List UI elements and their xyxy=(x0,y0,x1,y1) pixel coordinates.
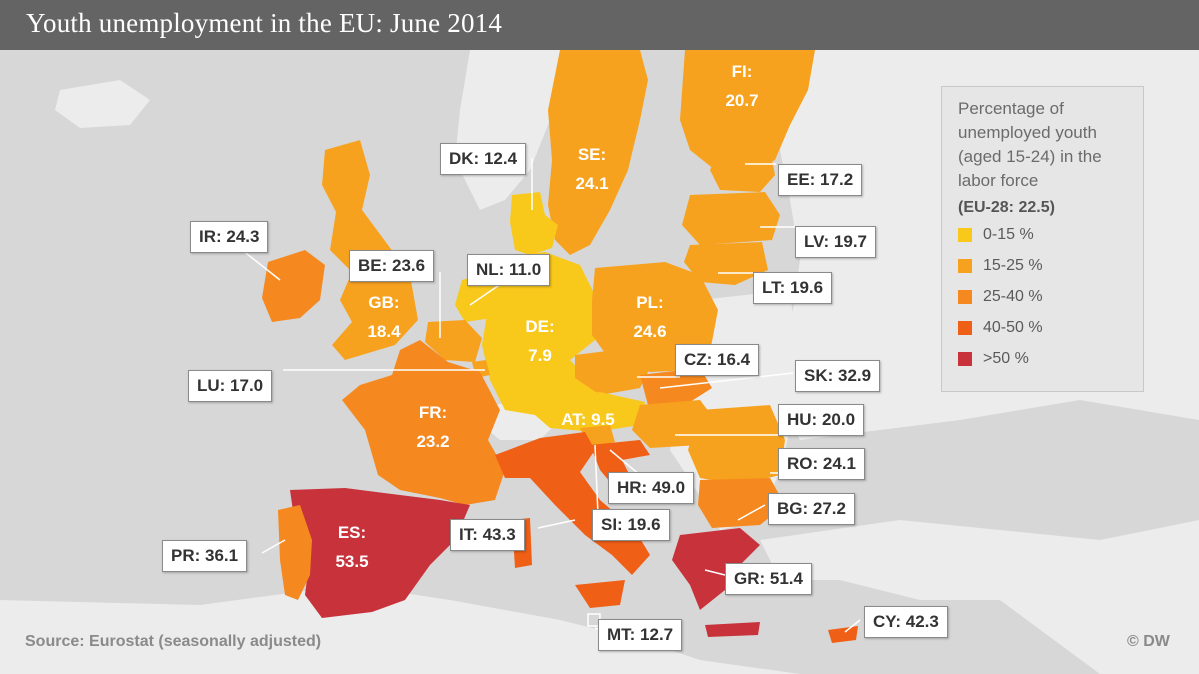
label-es: ES: 53.5 xyxy=(335,523,369,571)
label-fr: FR: 23.2 xyxy=(416,403,450,451)
callout-mt: MT: 12.7 xyxy=(598,619,683,651)
legend-swatch xyxy=(958,259,972,273)
legend-item-50-plus: >50 % xyxy=(958,343,1143,374)
country-lv xyxy=(682,192,780,245)
callout-dk: DK: 12.4 xyxy=(440,143,527,175)
country-dk xyxy=(510,192,558,255)
callout-lv: LV: 19.7 xyxy=(795,226,876,258)
legend-swatch xyxy=(958,352,972,366)
callout-hr: HR: 49.0 xyxy=(608,472,695,504)
country-ee xyxy=(710,150,775,192)
callout-ee: EE: 17.2 xyxy=(778,164,863,196)
callout-be: BE: 23.6 xyxy=(349,250,435,282)
land-iceland xyxy=(55,80,150,128)
legend-swatch xyxy=(958,290,972,304)
callout-lt: LT: 19.6 xyxy=(753,272,833,304)
callout-cy: CY: 42.3 xyxy=(864,606,948,638)
leader-lines xyxy=(241,158,861,636)
callout-pr: PR: 36.1 xyxy=(162,540,248,572)
legend-item-0-15: 0-15 % xyxy=(958,219,1143,250)
legend-title: Percentage of unemployed youth (aged 15-… xyxy=(958,99,1102,190)
callout-it: IT: 43.3 xyxy=(450,519,525,551)
callout-sk: SK: 32.9 xyxy=(795,360,881,392)
country-bg xyxy=(698,478,785,528)
country-it-sicily xyxy=(575,580,625,608)
country-pt xyxy=(278,505,312,600)
label-de: DE: 7.9 xyxy=(525,317,555,365)
map-title: Youth unemployment in the EU: June 2014 xyxy=(26,8,503,38)
callout-si: SI: 19.6 xyxy=(592,509,670,541)
country-de xyxy=(482,252,598,415)
country-fi xyxy=(680,50,815,175)
map-legend: Percentage of unemployed youth (aged 15-… xyxy=(941,86,1144,392)
legend-item-15-25: 15-25 % xyxy=(958,250,1143,281)
label-gb: GB: 18.4 xyxy=(367,293,401,341)
land-norway xyxy=(455,50,560,210)
title-bar: Youth unemployment in the EU: June 2014 xyxy=(0,0,1199,50)
country-cy xyxy=(828,626,858,643)
callout-ir: IR: 24.3 xyxy=(190,221,269,253)
country-se xyxy=(548,50,648,255)
legend-item-25-40: 25-40 % xyxy=(958,281,1143,312)
source-note: Source: Eurostat (seasonally adjusted) xyxy=(25,633,322,650)
callout-nl: NL: 11.0 xyxy=(467,254,551,286)
country-gr-crete xyxy=(705,622,760,637)
legend-items: 0-15 % 15-25 % 25-40 % 40-50 % >50 % xyxy=(958,219,1143,374)
callout-cz: CZ: 16.4 xyxy=(675,344,760,376)
legend-eu-average: (EU-28: 22.5) xyxy=(958,199,1055,216)
legend-item-40-50: 40-50 % xyxy=(958,312,1143,343)
country-hr xyxy=(590,440,650,500)
country-fr xyxy=(342,340,505,505)
land-turkey xyxy=(760,520,1199,674)
label-fi: FI: 20.7 xyxy=(725,62,759,110)
label-pl: PL: 24.6 xyxy=(633,293,667,341)
label-at: AT: 9.5 xyxy=(561,410,615,429)
legend-swatch xyxy=(958,321,972,335)
land-north-africa xyxy=(0,585,800,674)
country-ie xyxy=(262,250,325,322)
legend-swatch xyxy=(958,228,972,242)
credit: © DW xyxy=(1127,633,1170,650)
country-at xyxy=(535,392,645,432)
callout-ro: RO: 24.1 xyxy=(778,448,865,480)
country-cz xyxy=(575,350,650,395)
callout-hu: HU: 20.0 xyxy=(778,404,865,436)
label-se: SE: 24.1 xyxy=(575,145,609,193)
callout-lu: LU: 17.0 xyxy=(188,370,273,402)
country-gr xyxy=(672,528,760,610)
country-lt xyxy=(684,242,768,285)
country-ro xyxy=(688,405,785,485)
country-es xyxy=(290,488,470,618)
callout-bg: BG: 27.2 xyxy=(768,493,855,525)
callout-gr: GR: 51.4 xyxy=(725,563,812,595)
